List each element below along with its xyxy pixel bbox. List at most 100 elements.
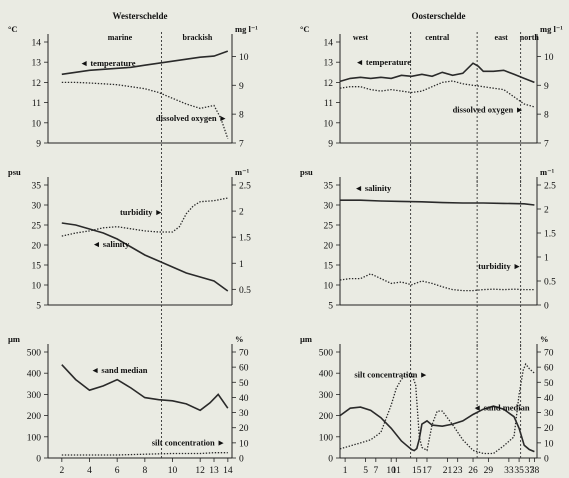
y-tick-label: 500 bbox=[319, 349, 334, 359]
y-tick-label: 30 bbox=[324, 202, 334, 212]
series-line-sand-median bbox=[339, 405, 535, 453]
y2-tick-label: 2 bbox=[239, 208, 244, 218]
y-tick-label: 10 bbox=[324, 282, 334, 292]
region-label-north: north bbox=[520, 33, 540, 42]
y2-tick-label: 50 bbox=[239, 379, 249, 389]
series-line-salinity bbox=[340, 199, 535, 206]
y-tick-label: 400 bbox=[319, 370, 334, 380]
y-tick-label: 0 bbox=[36, 455, 41, 465]
x-tick-label: 17 bbox=[422, 466, 432, 476]
y-tick-label: 10 bbox=[32, 119, 42, 129]
y-tick-label: 0 bbox=[328, 455, 333, 465]
series-annotation: ◄ salinity bbox=[92, 239, 130, 249]
x-tick-label: 15 bbox=[412, 466, 422, 476]
series-annotation: dissolved oxygen ► bbox=[453, 105, 524, 115]
y-tick-label: 10 bbox=[324, 119, 334, 129]
series-line-dissolved-oxygen bbox=[339, 80, 535, 108]
chart-title: Oosterschelde bbox=[412, 11, 466, 21]
x-tick-label: 8 bbox=[142, 466, 147, 476]
x-tick-label: 26 bbox=[468, 466, 478, 476]
x-tick-label: 11 bbox=[392, 466, 401, 476]
y2-tick-label: 8 bbox=[544, 111, 549, 121]
x-tick-label: 23 bbox=[453, 466, 463, 476]
y-tick-label: 11 bbox=[324, 99, 333, 109]
y2-tick-label: 10 bbox=[544, 53, 554, 63]
x-tick-label: 4 bbox=[87, 466, 92, 476]
y-tick-label: 100 bbox=[27, 433, 42, 443]
y-tick-label: 10 bbox=[32, 282, 42, 292]
y-tick-label: 12 bbox=[324, 79, 334, 89]
y2-tick-label: 50 bbox=[544, 379, 554, 389]
y2-tick-label: 30 bbox=[544, 409, 554, 419]
chart-title: Westerschelde bbox=[113, 11, 168, 21]
y-unit-label: psu bbox=[8, 167, 21, 177]
chart-ws-mid: psu m⁻¹ 5 10 15 20 25 30 35 0.5 1 1.5 2 2.5 turbidity … bbox=[8, 167, 251, 347]
y-tick-label: 14 bbox=[32, 39, 42, 49]
y-tick-label: 13 bbox=[32, 59, 42, 69]
y-tick-label: 15 bbox=[32, 262, 42, 272]
y2-tick-label: 10 bbox=[239, 53, 249, 63]
y-tick-label: 20 bbox=[32, 242, 42, 252]
x-tick-label: 1 bbox=[343, 466, 348, 476]
y2-tick-label: 0.5 bbox=[239, 286, 251, 296]
x-tick-label: 13 bbox=[209, 466, 219, 476]
x-tick-label: 10 bbox=[386, 466, 396, 476]
chart-ws-top: Westerschelde °C mg l⁻¹ 9 10 11 12 13 14 7 8 9 10 mar… bbox=[8, 11, 258, 185]
series-line-turbidity bbox=[61, 197, 228, 237]
y-tick-label: 5 bbox=[328, 302, 333, 312]
y-tick-label: 13 bbox=[324, 59, 334, 69]
series-line-temperature bbox=[339, 62, 535, 84]
y2-unit-label: mg l⁻¹ bbox=[540, 24, 563, 34]
y2-tick-label: 0 bbox=[544, 302, 549, 312]
y-tick-label: 400 bbox=[27, 370, 42, 380]
y-tick-label: 5 bbox=[36, 302, 41, 312]
region-label-central: central bbox=[425, 33, 450, 42]
chart-os-mid: psu m⁻¹ 5 10 15 20 25 30 35 0 0.5 1 1.5 2 2.5 ◄ salinit… bbox=[300, 167, 556, 347]
x-tick-label: 37 bbox=[525, 466, 535, 476]
y2-tick-label: 0 bbox=[239, 455, 244, 465]
series-annotation: turbidity ► bbox=[478, 261, 521, 271]
y-tick-label: 14 bbox=[324, 39, 334, 49]
x-tick-label: 38 bbox=[530, 466, 540, 476]
y2-tick-label: 2.5 bbox=[239, 182, 251, 192]
series-line-dissolved-oxygen bbox=[61, 81, 229, 139]
y2-tick-label: 20 bbox=[239, 424, 249, 434]
x-tick-label: 14 bbox=[223, 466, 233, 476]
x-tick-label: 10 bbox=[168, 466, 178, 476]
y-tick-label: 35 bbox=[32, 182, 42, 192]
y-tick-label: 9 bbox=[328, 140, 333, 150]
series-line-sand-median bbox=[61, 364, 229, 412]
y-unit-label: °C bbox=[8, 24, 18, 34]
series-line-silt-concentration bbox=[61, 452, 228, 456]
x-tick-label: 29 bbox=[484, 466, 494, 476]
series-annotation: silt concentration ► bbox=[152, 437, 226, 447]
y2-tick-label: 1 bbox=[544, 254, 549, 264]
region-label-brackish: brackish bbox=[183, 33, 213, 42]
y2-tick-label: 60 bbox=[544, 364, 554, 374]
x-tick-label: 12 bbox=[195, 466, 205, 476]
y2-tick-label: 0 bbox=[544, 455, 549, 465]
x-tick-label: 6 bbox=[115, 466, 120, 476]
region-label-east: east bbox=[495, 33, 509, 42]
y2-tick-label: 2 bbox=[544, 206, 549, 216]
y-tick-label: 35 bbox=[324, 182, 334, 192]
y2-tick-label: 30 bbox=[239, 409, 249, 419]
y2-tick-label: 1 bbox=[239, 260, 244, 270]
x-tick-label: 2 bbox=[59, 466, 64, 476]
series-annotation: ◄ sand median bbox=[473, 402, 530, 412]
y2-tick-label: 60 bbox=[239, 364, 249, 374]
series-annotation: ◄ temperature bbox=[355, 57, 411, 67]
series-annotation: turbidity ► bbox=[120, 207, 163, 217]
series-line-silt-concentration bbox=[339, 362, 535, 455]
y2-tick-label: 10 bbox=[239, 439, 249, 449]
y-tick-label: 15 bbox=[324, 262, 334, 272]
y-unit-label: psu bbox=[300, 167, 313, 177]
series-line-temperature bbox=[61, 50, 229, 76]
y-tick-label: 12 bbox=[32, 79, 42, 89]
y2-tick-label: 70 bbox=[239, 349, 249, 359]
y-unit-label: µm bbox=[8, 334, 20, 344]
series-line-salinity bbox=[61, 222, 229, 292]
x-tick-label: 21 bbox=[443, 466, 453, 476]
y2-tick-label: 7 bbox=[239, 140, 244, 150]
